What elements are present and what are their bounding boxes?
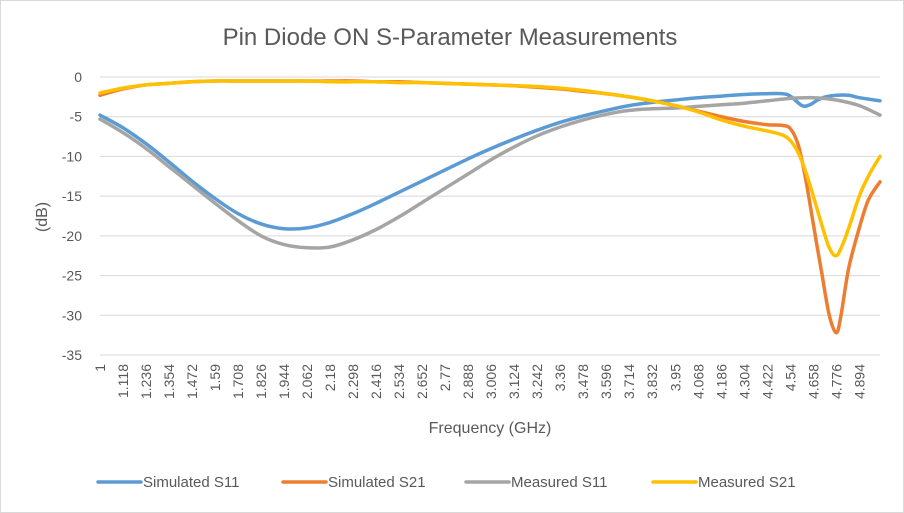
x-tick-label: 4.894	[851, 364, 867, 399]
legend-label: Measured S21	[698, 474, 796, 491]
x-tick-label: 4.068	[690, 364, 706, 399]
x-tick-label: 1	[92, 364, 108, 372]
legend-label: Measured S11	[511, 474, 607, 491]
series-line-simulated-s11	[98, 91, 882, 231]
y-axis-ticks: 0 -5 -10 -15 -20 -25 -30 -35	[62, 69, 82, 363]
x-tick-label: 3.006	[483, 364, 499, 399]
x-tick-label: 1.826	[253, 364, 269, 399]
x-tick-label: 2.298	[345, 364, 361, 399]
x-tick-label: 3.714	[621, 364, 637, 399]
x-tick-label: 4.304	[736, 364, 752, 399]
x-tick-label: 2.534	[391, 364, 407, 399]
x-tick-label: 2.888	[460, 364, 476, 399]
chart-title: Pin Diode ON S-Parameter Measurements	[223, 24, 678, 51]
gridlines	[100, 76, 880, 356]
x-tick-label: 3.478	[575, 364, 591, 399]
y-tick-label: -30	[62, 307, 82, 323]
x-tick-label: 2.18	[322, 364, 338, 391]
x-tick-label: 1.118	[115, 364, 131, 398]
series-lines	[98, 79, 882, 335]
y-tick-label: -20	[62, 228, 82, 244]
legend-label: Simulated S21	[328, 474, 426, 491]
legend-label: Simulated S11	[143, 474, 239, 491]
x-tick-label: 2.77	[437, 364, 453, 391]
x-tick-label: 3.596	[598, 364, 614, 399]
x-tick-label: 4.54	[782, 364, 798, 391]
x-axis-title: Frequency (GHz)	[429, 420, 552, 437]
y-tick-label: 0	[74, 69, 82, 85]
y-tick-label: -35	[62, 347, 82, 363]
x-tick-label: 3.95	[667, 364, 683, 391]
x-tick-label: 1.944	[276, 364, 292, 399]
x-tick-label: 3.832	[644, 364, 660, 399]
series-line-measured-s21	[98, 79, 882, 258]
x-tick-label: 4.776	[828, 364, 844, 399]
y-axis-title: (dB)	[34, 202, 51, 232]
y-tick-label: -15	[62, 188, 82, 204]
x-tick-label: 1.59	[207, 364, 223, 391]
x-tick-label: 1.354	[161, 364, 177, 399]
x-tick-label: 2.652	[414, 364, 430, 399]
x-tick-label: 3.124	[506, 364, 522, 399]
x-tick-label: 2.062	[299, 364, 315, 399]
series-line-measured-s11	[98, 95, 882, 250]
y-tick-label: -5	[70, 109, 83, 125]
x-tick-label: 1.472	[184, 364, 200, 399]
x-tick-label: 2.416	[368, 364, 384, 399]
x-tick-label: 1.708	[230, 364, 246, 399]
x-tick-label: 4.186	[713, 364, 729, 399]
x-tick-label: 4.658	[805, 364, 821, 399]
x-axis-ticks: 1 1.118 1.236 1.354 1.472 1.59 1.708 1.826 1.944…	[92, 364, 867, 399]
y-tick-label: -25	[62, 268, 82, 284]
x-tick-label: 3.36	[552, 364, 568, 391]
y-tick-label: -10	[62, 148, 82, 164]
x-tick-label: 4.422	[759, 364, 775, 399]
x-tick-label: 1.236	[138, 364, 154, 399]
x-tick-label: 3.242	[529, 364, 545, 399]
legend: Simulated S11 Simulated S21 Measured S11 Me…	[96, 474, 796, 491]
